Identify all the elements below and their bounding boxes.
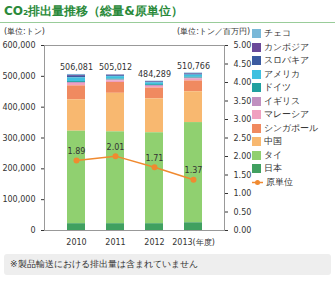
- svg-text:600,000: 600,000: [2, 41, 35, 50]
- svg-text:1.00: 1.00: [234, 189, 252, 198]
- svg-text:2013(年度): 2013(年度): [172, 238, 215, 247]
- html-text:タイ: タイ: [264, 149, 282, 160]
- svg-text:2.01: 2.01: [107, 143, 125, 152]
- svg-text:400,000: 400,000: [2, 103, 35, 112]
- svg-text:200,000: 200,000: [2, 164, 35, 173]
- svg-text:2.00: 2.00: [234, 152, 252, 161]
- html-text:スロバキア: スロバキア: [264, 55, 309, 65]
- svg-text:1.89: 1.89: [68, 147, 86, 156]
- svg-text:4.50: 4.50: [234, 60, 252, 69]
- svg-text:2010: 2010: [66, 238, 86, 247]
- html-text:イギリス: イギリス: [264, 95, 300, 106]
- svg-text:1.71: 1.71: [146, 154, 164, 163]
- html-text:シンガポール: シンガポール: [264, 122, 318, 133]
- svg-text:4.00: 4.00: [234, 78, 252, 87]
- html-text:(単位:トン): (単位:トン): [4, 27, 45, 36]
- svg-text:500,000: 500,000: [2, 72, 35, 81]
- html-text:CO₂排出量推移（総量&原単位）: CO₂排出量推移（総量&原単位）: [4, 4, 183, 18]
- svg-text:300,000: 300,000: [2, 134, 35, 143]
- svg-text:1.37: 1.37: [185, 166, 203, 175]
- html-text:カンボジア: カンボジア: [264, 41, 309, 52]
- svg-text:1.50: 1.50: [234, 171, 252, 180]
- svg-text:3.50: 3.50: [234, 97, 252, 106]
- svg-text:3.00: 3.00: [234, 115, 252, 124]
- svg-text:2011: 2011: [105, 238, 125, 247]
- html-text:日本: 日本: [264, 163, 282, 173]
- svg-text:2.50: 2.50: [234, 134, 252, 143]
- svg-text:100,000: 100,000: [2, 195, 35, 204]
- html-text:※製品輸送における排出量は含まれていません: ※製品輸送における排出量は含まれていません: [10, 259, 198, 269]
- html-text:アメリカ: アメリカ: [264, 68, 300, 79]
- html-text:中国: 中国: [264, 136, 282, 146]
- html-text:ドイツ: ドイツ: [264, 82, 291, 92]
- svg-text:0.50: 0.50: [234, 208, 252, 217]
- html-text:原単位: 原単位: [266, 176, 293, 187]
- svg-text:0: 0: [30, 226, 35, 235]
- svg-text:510,766: 510,766: [177, 62, 210, 71]
- svg-text:484,289: 484,289: [138, 70, 171, 79]
- html-text:チェコ: チェコ: [264, 28, 291, 38]
- svg-text:5.00: 5.00: [234, 41, 252, 50]
- svg-text:2012: 2012: [144, 238, 164, 247]
- html-text:マレーシア: マレーシア: [264, 109, 309, 119]
- svg-text:0.00: 0.00: [234, 226, 252, 235]
- html-text:(単位:トン／百万円): (単位:トン／百万円): [177, 27, 250, 36]
- svg-text:505,012: 505,012: [99, 63, 132, 72]
- svg-text:506,081: 506,081: [60, 63, 93, 72]
